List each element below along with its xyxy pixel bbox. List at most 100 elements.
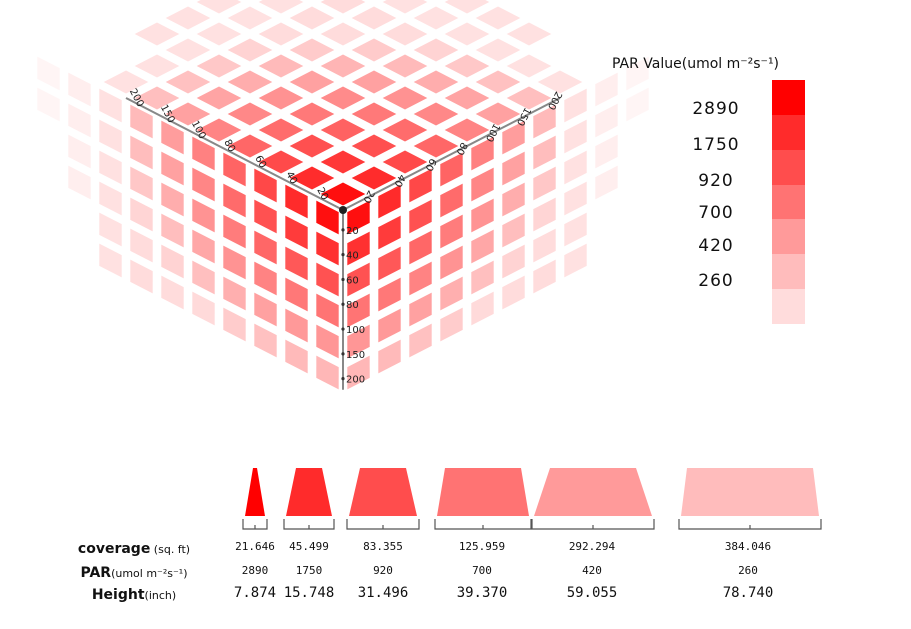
- cube-tile: [320, 182, 366, 206]
- cube-tile: [564, 150, 587, 185]
- coverage-value: 21.646: [235, 540, 275, 553]
- cube-tile: [378, 215, 401, 250]
- cube-tile: [533, 259, 556, 294]
- cube-tile: [258, 86, 304, 110]
- cube-tiles: [37, 0, 649, 390]
- cube-tile: [564, 119, 587, 154]
- cube-tile: [192, 291, 215, 326]
- cube-tile: [223, 152, 246, 187]
- par-value: 260: [738, 564, 758, 577]
- cube-tile: [192, 229, 215, 264]
- cube-tile: [103, 70, 149, 94]
- cube-tile: [378, 339, 401, 374]
- cube-tile: [258, 150, 304, 174]
- legend-label-420: 420: [698, 236, 734, 256]
- axis-tick-label: 20: [346, 226, 359, 237]
- par-value: 920: [373, 564, 393, 577]
- coverage-bracket: [531, 519, 655, 530]
- cube-tile: [351, 102, 397, 126]
- cube-tile: [196, 86, 242, 110]
- cube-tile: [320, 54, 366, 78]
- cube-tile: [99, 212, 122, 247]
- axis-tick: [341, 352, 345, 356]
- cube-tile: [285, 246, 308, 281]
- axis-tick: [341, 302, 345, 306]
- cube-tile: [289, 38, 335, 62]
- cube-tile: [254, 230, 277, 265]
- cube-tile: [130, 135, 153, 170]
- cube-tile: [165, 70, 211, 94]
- cube-tile: [382, 22, 428, 46]
- cube-tile: [130, 228, 153, 263]
- cube-tile: [227, 102, 273, 126]
- cube-tile: [223, 245, 246, 280]
- legend-swatch: [772, 149, 805, 185]
- cube-tile: [440, 276, 463, 311]
- cube-tile: [285, 184, 308, 219]
- cube-tile: [409, 292, 432, 327]
- cube-tile: [254, 199, 277, 234]
- legend-title: PAR Value(umol m⁻²s⁻¹): [612, 56, 780, 72]
- cube-tile: [37, 87, 60, 122]
- height-value: 7.874: [233, 585, 277, 601]
- cube-tile: [471, 198, 494, 233]
- cube-tile: [413, 70, 459, 94]
- axis-tick-label: 100: [346, 325, 365, 336]
- cube-tile: [258, 22, 304, 46]
- legend-label-260: 260: [698, 271, 734, 291]
- cube-tile: [409, 261, 432, 296]
- coverage-value: 83.355: [363, 540, 403, 553]
- cube-tile: [506, 54, 552, 78]
- cube-tile: [413, 134, 459, 158]
- legend-swatch: [772, 219, 805, 255]
- cube-tile: [537, 70, 583, 94]
- par-value: 700: [472, 564, 492, 577]
- cube-tile: [161, 275, 184, 310]
- cube-tile: [254, 292, 277, 327]
- cube-tile: [161, 151, 184, 186]
- cube-tile: [316, 355, 339, 390]
- cube-tile: [223, 307, 246, 342]
- cube-tile: [595, 165, 618, 200]
- coverage-bracket: [346, 519, 420, 530]
- legend-swatch: [772, 114, 805, 150]
- cube-tile: [99, 150, 122, 185]
- cube-tile: [316, 293, 339, 328]
- cube-tile: [382, 86, 428, 110]
- axis-tick-label: 20: [314, 186, 330, 202]
- row-label-par: PAR(umol m⁻²s⁻¹): [80, 565, 188, 581]
- coverage-bracket: [283, 519, 335, 530]
- cube-tile: [227, 6, 273, 30]
- cube-tile: [382, 0, 428, 14]
- axis-tick: [341, 377, 345, 381]
- cube-tile: [506, 86, 552, 110]
- axis-tick-label: 80: [453, 140, 469, 156]
- height-value: 39.370: [456, 585, 508, 601]
- height-value: 15.748: [283, 585, 335, 601]
- cube-tile: [289, 70, 335, 94]
- legend-label-1750: 1750: [692, 135, 740, 155]
- par-value: 420: [582, 564, 602, 577]
- axis-tick: [341, 327, 345, 331]
- cube-tile: [444, 118, 490, 142]
- coverage-trapezoid: [286, 468, 332, 516]
- cube-tile: [258, 0, 304, 14]
- coverage-value: 125.959: [458, 540, 506, 553]
- axis-tick-label: 80: [346, 300, 359, 311]
- cube-tile: [316, 262, 339, 297]
- axis-tick-label: 60: [252, 154, 268, 170]
- cube-tile: [409, 168, 432, 203]
- coverage-bracket: [242, 519, 268, 530]
- axis-tick-label: 200: [545, 89, 564, 111]
- axis-tick-label: 100: [483, 121, 502, 143]
- cube-tile: [378, 308, 401, 343]
- cube-tile: [161, 213, 184, 248]
- cube-tile: [320, 22, 366, 46]
- cube-tile: [254, 323, 277, 358]
- cube-tile: [347, 324, 370, 359]
- cube-tile: [564, 88, 587, 123]
- cube-tile: [285, 339, 308, 374]
- cube-tile: [347, 231, 370, 266]
- cube-tile: [192, 136, 215, 171]
- cube-tile: [196, 0, 242, 14]
